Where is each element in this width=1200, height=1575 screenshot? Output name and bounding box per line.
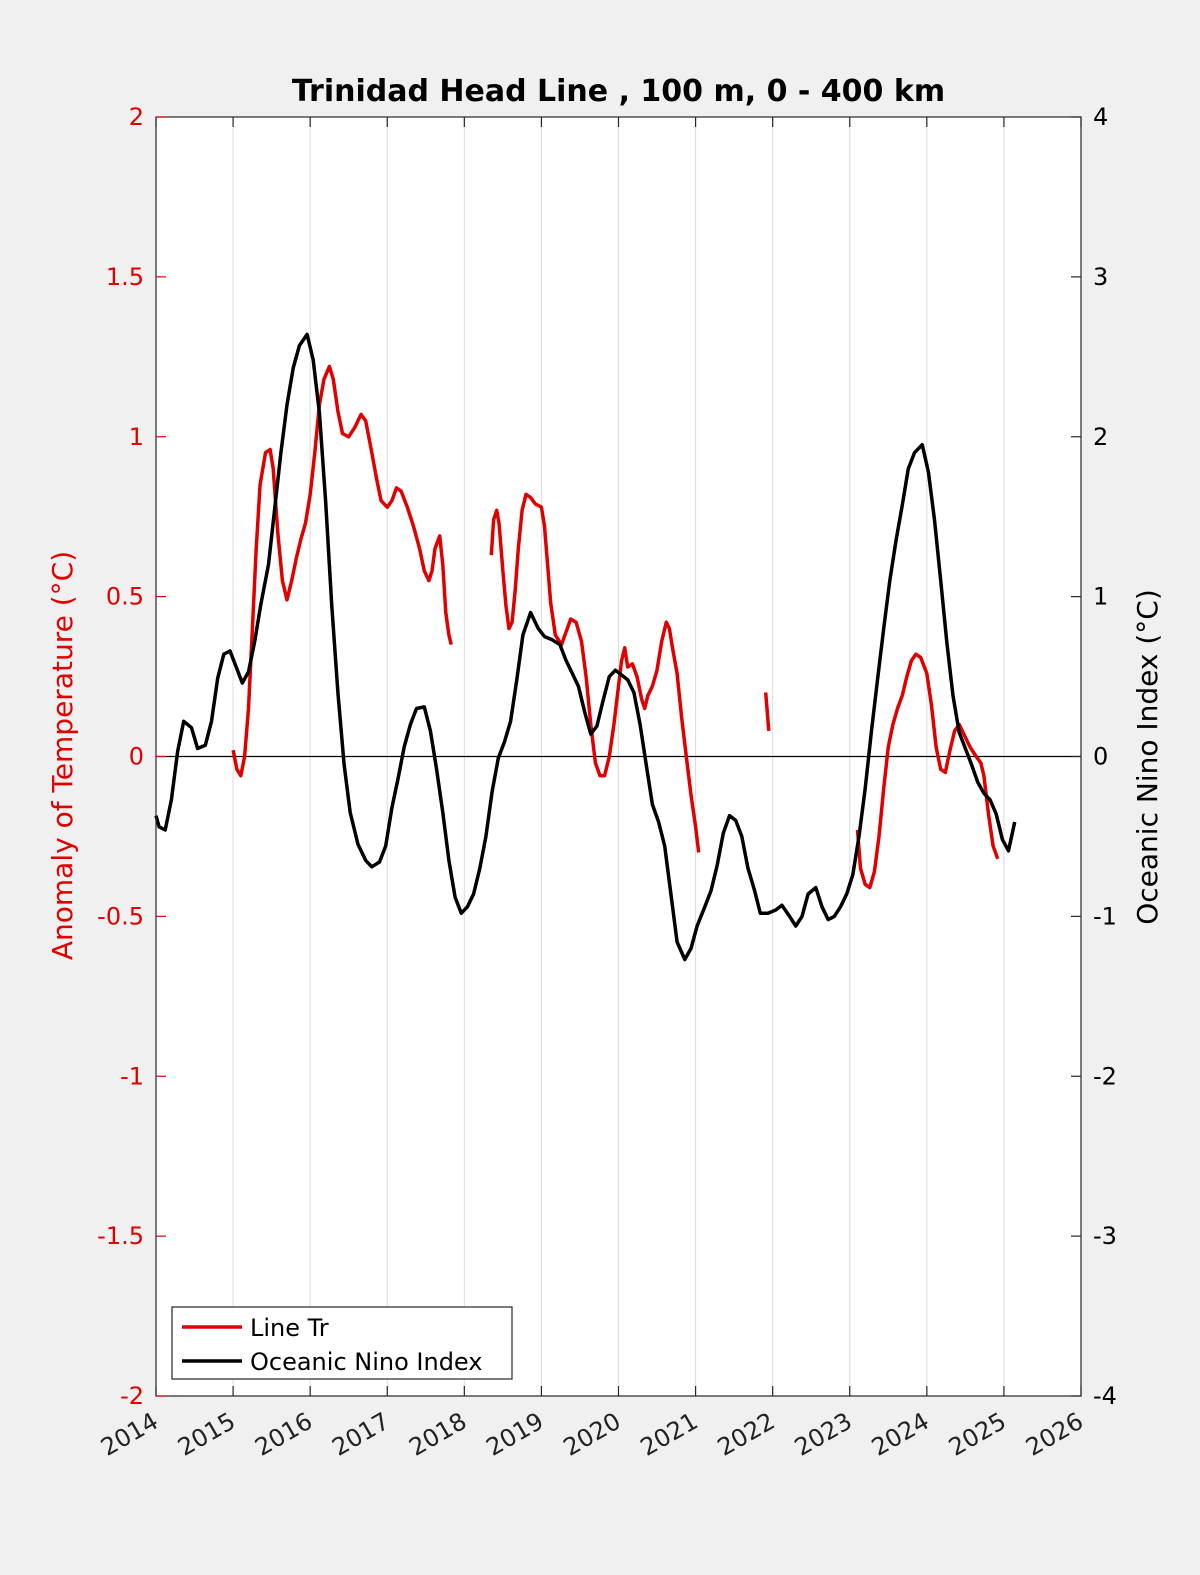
y-right-tick-label: 1 bbox=[1093, 583, 1108, 611]
series-line-tr-segment bbox=[231, 364, 453, 778]
series-line-tr-segment bbox=[855, 652, 1000, 890]
plot-content bbox=[154, 332, 1017, 962]
legend-box bbox=[171, 1306, 513, 1380]
y-right-tick-label: -2 bbox=[1093, 1062, 1117, 1090]
y-axis-right-label: Oceanic Nino Index (°C) bbox=[1131, 589, 1164, 925]
series-line-tr-segment bbox=[489, 492, 701, 853]
y-right-tick-label: 2 bbox=[1093, 423, 1108, 451]
y-right-tick-label: 4 bbox=[1093, 103, 1108, 131]
legend: Line Tr Oceanic Nino Index bbox=[171, 1306, 513, 1380]
series-line-tr-segment bbox=[763, 692, 771, 732]
y-right-tick-label: 0 bbox=[1093, 743, 1108, 771]
legend-entry-line-tr: Line Tr bbox=[250, 1314, 329, 1342]
y-right-tick-label: 3 bbox=[1093, 263, 1108, 291]
y-left-tick-label: -1 bbox=[120, 1062, 144, 1090]
y-left-tick-label: -2 bbox=[120, 1382, 144, 1410]
legend-entry-oni: Oceanic Nino Index bbox=[250, 1348, 482, 1376]
chart-title: Trinidad Head Line , 100 m, 0 - 400 km bbox=[292, 74, 945, 109]
y-left-tick-label: -1.5 bbox=[97, 1222, 144, 1250]
y-right-tick-label: -4 bbox=[1093, 1382, 1117, 1410]
y-left-tick-label: 1 bbox=[129, 423, 144, 451]
y-left-tick-label: 0.5 bbox=[106, 583, 144, 611]
y-left-tick-label: -0.5 bbox=[97, 902, 144, 930]
y-left-tick-label: 1.5 bbox=[106, 263, 144, 291]
y-left-tick-label: 2 bbox=[129, 103, 144, 131]
series-oni-segment bbox=[154, 332, 1017, 962]
y-right-tick-label: -3 bbox=[1093, 1222, 1117, 1250]
y-right-tick-label: -1 bbox=[1093, 902, 1117, 930]
y-left-tick-label: 0 bbox=[129, 743, 144, 771]
y-axis-left-label: Anomaly of Temperature (°C) bbox=[46, 551, 79, 960]
